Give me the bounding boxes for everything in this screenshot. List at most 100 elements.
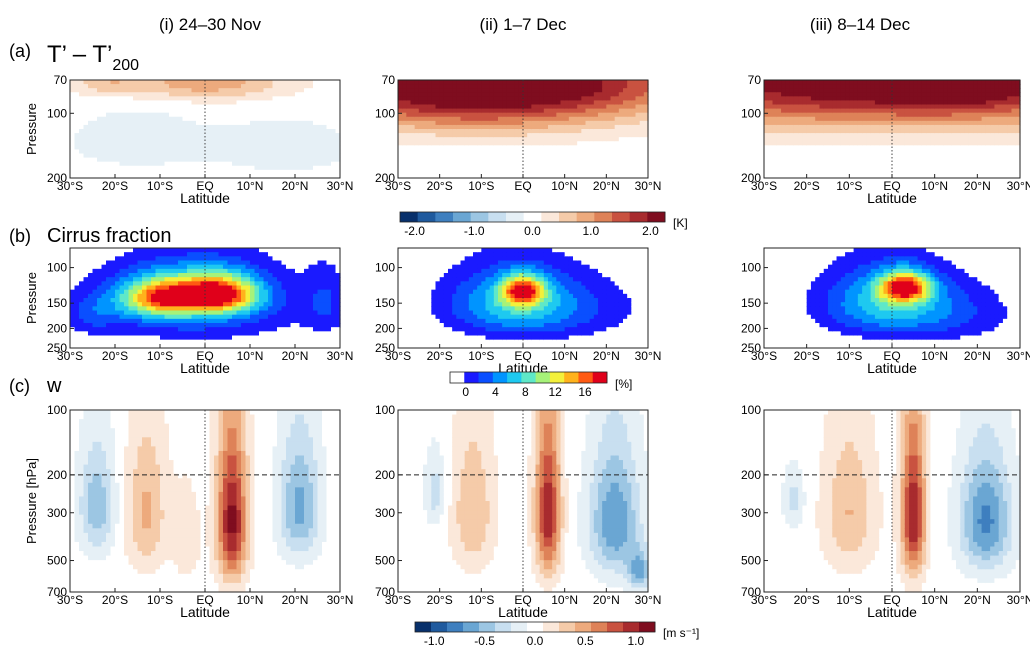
heatmap-cell [477, 133, 482, 138]
heatmap-cell [415, 166, 420, 171]
heatmap-cell [120, 158, 125, 163]
heatmap-cell [999, 145, 1004, 150]
heatmap-cell [586, 113, 591, 118]
heatmap-cell [138, 129, 143, 134]
heatmap-cell [106, 166, 111, 171]
heatmap-cell [777, 141, 782, 146]
heatmap-cell [490, 92, 495, 97]
heatmap-cell [174, 311, 179, 316]
heatmap-cell [845, 137, 850, 142]
heatmap-cell [552, 105, 557, 110]
heatmap-cell [544, 158, 549, 163]
heatmap-cell [841, 80, 846, 85]
heatmap-cell [223, 117, 228, 122]
heatmap-cell [815, 80, 820, 85]
heatmap-cell [871, 109, 876, 114]
heatmap-cell [268, 141, 273, 146]
heatmap-cell [828, 105, 833, 110]
heatmap-cell [548, 154, 553, 159]
heatmap-cell [300, 96, 305, 101]
heatmap-cell [286, 133, 291, 138]
heatmap-cell [111, 277, 116, 282]
heatmap-cell [423, 105, 428, 110]
heatmap-cell [956, 133, 961, 138]
heatmap-cell [611, 117, 616, 122]
heatmap-cell [502, 158, 507, 163]
heatmap-cell [883, 166, 888, 171]
heatmap-cell [423, 137, 428, 142]
heatmap-cell [939, 154, 944, 159]
heatmap-cell [304, 121, 309, 126]
heatmap-cell [540, 166, 545, 171]
heatmap-cell [615, 162, 620, 167]
heatmap-cell [440, 166, 445, 171]
heatmap-cell [102, 141, 107, 146]
heatmap-cell [246, 166, 251, 171]
heatmap-cell [313, 80, 318, 85]
heatmap-cell [192, 154, 197, 159]
heatmap-cell [502, 133, 507, 138]
heatmap-cell [255, 129, 260, 134]
heatmap-cell [473, 100, 478, 105]
heatmap-cell [918, 149, 923, 154]
heatmap-cell [419, 88, 424, 93]
heatmap-cell [594, 92, 599, 97]
heatmap-cell [569, 92, 574, 97]
heatmap-cell [205, 145, 210, 150]
heatmap-cell [75, 331, 80, 336]
heatmap-cell [228, 96, 233, 101]
heatmap-cell [246, 121, 251, 126]
heatmap-cell [486, 109, 491, 114]
heatmap-cell [106, 265, 111, 270]
heatmap-cell [922, 109, 927, 114]
heatmap-cell [452, 84, 457, 89]
heatmap-cell [544, 88, 549, 93]
heatmap-cell [70, 306, 75, 311]
heatmap-cell [402, 113, 407, 118]
heatmap-cell [1007, 141, 1012, 146]
heatmap-cell [858, 149, 863, 154]
heatmap-cell [794, 166, 799, 171]
heatmap-cell [115, 92, 120, 97]
heatmap-cell [282, 145, 287, 150]
heatmap-cell [781, 154, 786, 159]
heatmap-cell [577, 162, 582, 167]
heatmap-cell [88, 315, 93, 320]
heatmap-cell [115, 100, 120, 105]
heatmap-cell [304, 141, 309, 146]
heatmap-cell [151, 319, 156, 324]
heatmap-cell [120, 133, 125, 138]
heatmap-cell [147, 323, 152, 328]
heatmap-cell [552, 113, 557, 118]
heatmap-cell [318, 105, 323, 110]
heatmap-cell [84, 306, 89, 311]
heatmap-cell [282, 137, 287, 142]
heatmap-cell [300, 117, 305, 122]
heatmap-cell [174, 109, 179, 114]
heatmap-cell [490, 137, 495, 142]
heatmap-cell [764, 154, 769, 159]
heatmap-cell [97, 158, 102, 163]
heatmap-cell [573, 117, 578, 122]
heatmap-cell [84, 84, 89, 89]
heatmap-cell [192, 121, 197, 126]
heatmap-cell [322, 137, 327, 142]
heatmap-cell [456, 92, 461, 97]
heatmap-cell [106, 298, 111, 303]
heatmap-cell [594, 129, 599, 134]
heatmap-cell [828, 117, 833, 122]
heatmap-cell [999, 105, 1004, 110]
heatmap-cell [147, 117, 152, 122]
heatmap-cell [901, 137, 906, 142]
heatmap-cell [506, 166, 511, 171]
heatmap-cell [156, 141, 161, 146]
heatmap-cell [486, 170, 491, 175]
heatmap-cell [286, 117, 291, 122]
heatmap-cell [174, 80, 179, 85]
heatmap-cell [901, 121, 906, 126]
heatmap-cell [111, 261, 116, 266]
heatmap-cell [531, 105, 536, 110]
heatmap-cell [581, 141, 586, 146]
heatmap-cell [88, 261, 93, 266]
heatmap-cell [419, 158, 424, 163]
